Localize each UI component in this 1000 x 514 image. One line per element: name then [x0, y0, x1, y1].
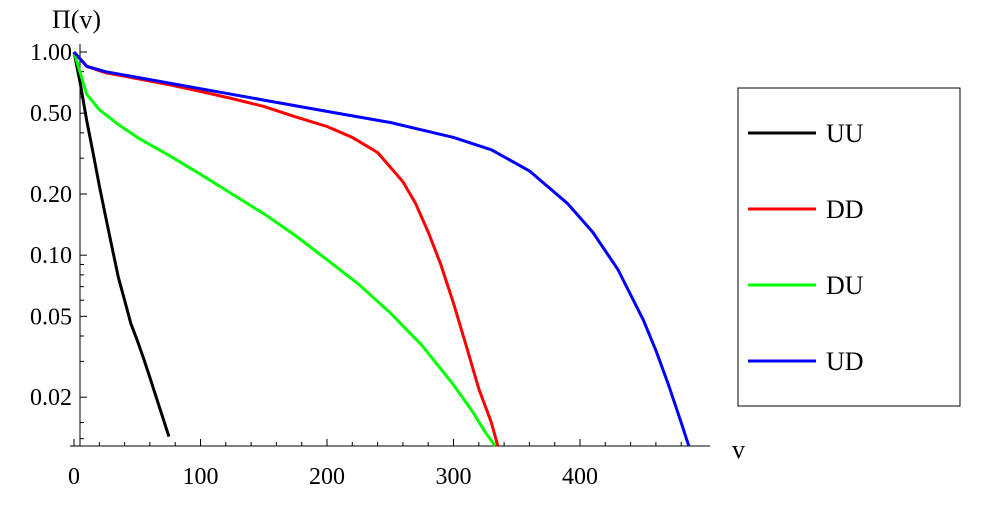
x-tick-label: 400 — [562, 464, 598, 490]
legend-items: UU DD DU UD — [748, 119, 864, 376]
x-tick-label: 100 — [183, 464, 219, 490]
series-lines — [72, 51, 691, 447]
series-line-dd — [72, 51, 500, 447]
plot-area: 0 100 200 300 400 1.00 0.50 0.20 0.10 0.05 0.02 — [30, 40, 710, 490]
y-axis-label: Π(v) — [52, 5, 101, 34]
y-tick-label: 0.20 — [30, 182, 72, 208]
series-line-ud — [72, 51, 691, 447]
x-tick-label: 0 — [68, 464, 80, 490]
legend-label-dd: DD — [826, 195, 864, 224]
y-axis: 1.00 0.50 0.20 0.10 0.05 0.02 — [30, 40, 87, 446]
x-axis-label: v — [732, 435, 745, 464]
x-tick-label: 200 — [309, 464, 345, 490]
y-tick-label: 0.50 — [30, 101, 72, 127]
legend-box — [737, 87, 961, 407]
legend-label-ud: UD — [826, 347, 864, 376]
y-tick-label: 1.00 — [30, 40, 72, 66]
series-line-du — [72, 51, 497, 447]
legend-label-uu: UU — [826, 119, 864, 148]
legend: UU DD DU UD — [737, 87, 961, 407]
legend-label-du: DU — [826, 271, 864, 300]
series-line-uu — [72, 51, 171, 438]
y-tick-label: 0.05 — [30, 304, 72, 330]
x-tick-label: 300 — [436, 464, 472, 490]
y-tick-label: 0.02 — [30, 385, 72, 411]
y-tick-label: 0.10 — [30, 243, 72, 269]
x-axis: 0 100 200 300 400 — [68, 439, 710, 490]
